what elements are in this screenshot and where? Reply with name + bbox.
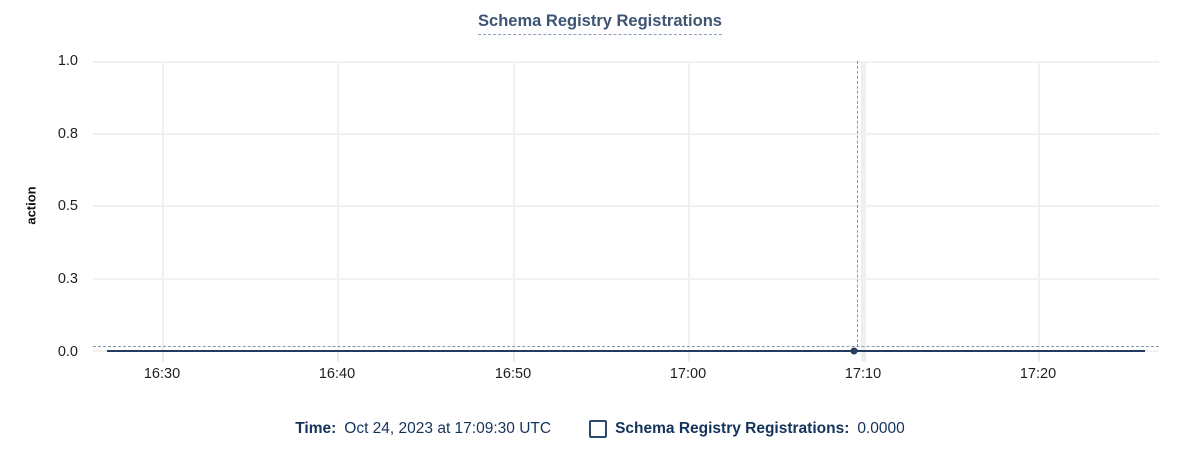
x-tick-label: 16:30: [143, 366, 181, 382]
gridline-vertical: [513, 61, 515, 352]
chart-title[interactable]: Schema Registry Registrations: [478, 12, 722, 35]
x-tick-label: 16:40: [318, 366, 356, 382]
gridline-horizontal: [93, 278, 1159, 280]
axis-tick: [863, 352, 865, 362]
gridline-vertical: [863, 61, 865, 352]
axis-tick: [688, 352, 690, 362]
tooltip-time-value: Oct 24, 2023 at 17:09:30 UTC: [344, 420, 552, 437]
x-tick-label: 16:50: [494, 366, 532, 382]
legend-item[interactable]: Schema Registry Registrations: 0.0000: [589, 420, 905, 438]
x-tick-label: 17:10: [844, 366, 882, 382]
legend-checkbox[interactable]: [589, 420, 608, 438]
chart-header: Schema Registry Registrations: [0, 12, 1200, 35]
gridline-vertical: [337, 61, 339, 352]
x-tick-label: 17:00: [669, 366, 707, 382]
y-tick-label: 1.0: [57, 53, 78, 69]
legend-series-label: Schema Registry Registrations:: [615, 420, 850, 437]
hovered-data-point: [850, 347, 858, 355]
gridline-vertical: [162, 61, 164, 352]
gridline-vertical: [688, 61, 690, 352]
y-tick-label: 0.0: [57, 344, 78, 360]
axis-tick: [162, 352, 164, 362]
legend-tooltip-row: Time: Oct 24, 2023 at 17:09:30 UTC Schem…: [0, 420, 1200, 438]
gridline-horizontal: [93, 61, 1159, 63]
y-tick-label: 0.3: [57, 271, 78, 287]
crosshair-vertical: [857, 61, 858, 352]
axis-tick: [1038, 352, 1040, 362]
gridline-vertical: [1038, 61, 1040, 352]
x-tick-label: 17:20: [1019, 366, 1057, 382]
legend-series-value: 0.0000: [857, 420, 905, 437]
crosshair-horizontal: [93, 346, 1159, 347]
axis-tick: [513, 352, 515, 362]
gridline-horizontal: [93, 133, 1159, 135]
tooltip-time-label: Time:: [295, 420, 337, 437]
axis-tick: [337, 352, 339, 362]
y-tick-label: 0.5: [57, 198, 78, 214]
y-tick-label: 0.8: [57, 126, 78, 142]
gridline-horizontal: [93, 205, 1159, 207]
plot-area[interactable]: [93, 61, 1159, 362]
series-line: [107, 350, 1145, 352]
